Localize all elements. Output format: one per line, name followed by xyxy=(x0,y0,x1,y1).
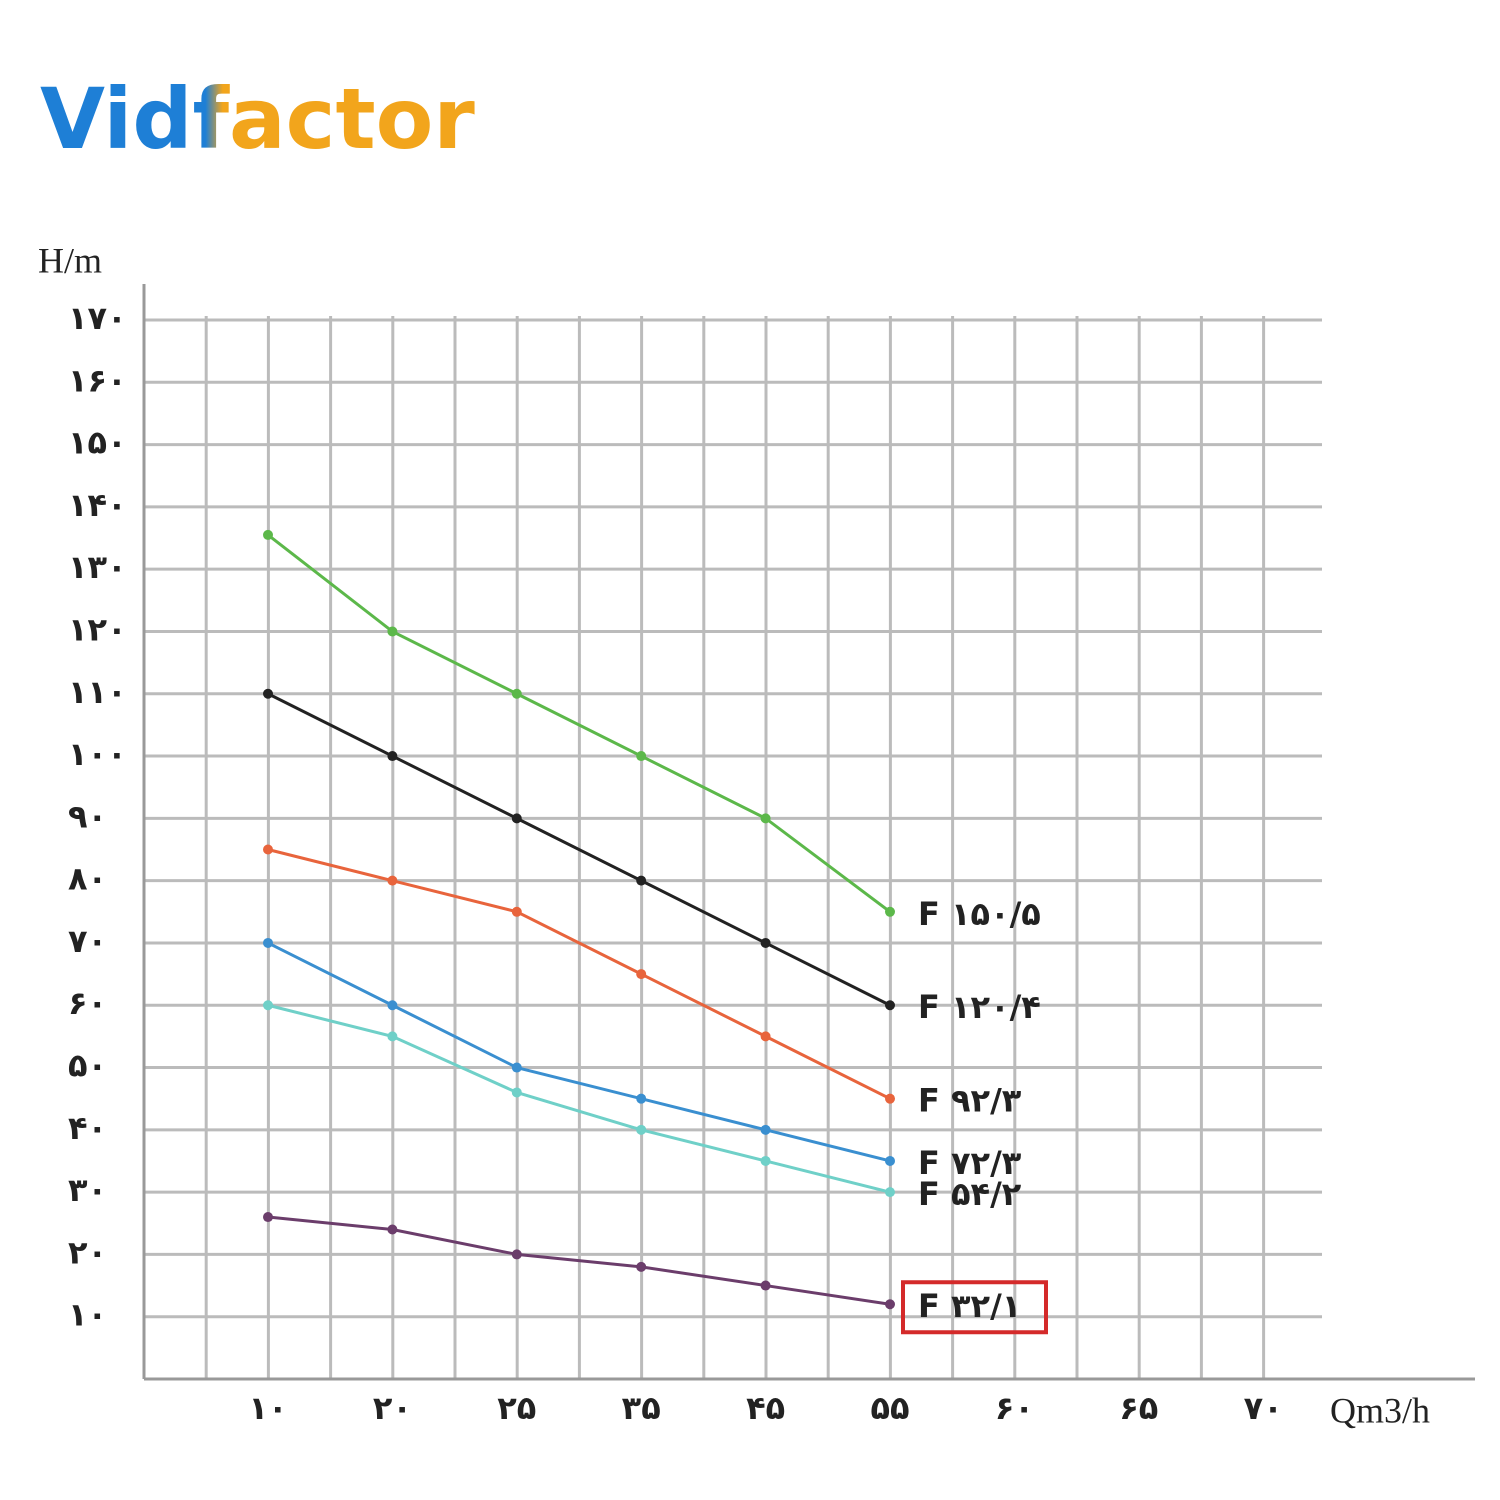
series-point xyxy=(885,906,895,917)
series-point xyxy=(511,1249,522,1260)
x-tick-label: ۵۵ xyxy=(870,1389,909,1427)
y-tick-label: ۲۰ xyxy=(68,1233,107,1271)
series-point xyxy=(760,1155,771,1166)
highlight-box xyxy=(901,1280,1048,1335)
x-tick-label: ۶۰ xyxy=(995,1389,1034,1427)
x-tick-label: ۷۰ xyxy=(1244,1389,1283,1427)
x-tick-label: ۳۵ xyxy=(622,1389,661,1427)
series-line xyxy=(267,533,891,913)
y-tick-label: ۴۰ xyxy=(68,1109,107,1147)
legend-label: F ۱۲۰/۴ xyxy=(918,988,1041,1026)
x-tick-label: ۲۵ xyxy=(497,1389,536,1427)
series-point xyxy=(636,751,647,762)
series-point xyxy=(760,1124,771,1135)
series-point xyxy=(387,1000,398,1011)
series-point xyxy=(387,875,398,886)
y-tick-label: ۱۰ xyxy=(68,1296,107,1334)
series-point xyxy=(263,1212,273,1223)
y-tick-label: ۹۰ xyxy=(68,797,107,835)
series-point xyxy=(263,1000,273,1011)
series-point xyxy=(636,969,647,980)
series-point xyxy=(263,529,273,540)
series-point xyxy=(387,626,398,637)
series-point xyxy=(511,688,522,699)
series-point xyxy=(636,1093,647,1104)
series-point xyxy=(885,1000,895,1011)
series-line xyxy=(267,941,891,1163)
y-tick-label: ۱۳۰ xyxy=(68,548,127,586)
series-point xyxy=(263,844,273,855)
legend-label: F ۱۵۰/۵ xyxy=(918,895,1041,933)
logo: Vidfactor xyxy=(40,70,475,168)
series-point xyxy=(760,813,771,824)
x-tick-label: ۱۰ xyxy=(248,1389,287,1427)
series-point xyxy=(387,1031,398,1042)
series-point xyxy=(885,1187,895,1198)
series-point xyxy=(263,937,273,948)
series-point xyxy=(636,1124,647,1135)
series-point xyxy=(511,813,522,824)
series-point xyxy=(760,937,771,948)
legend-label: F ۹۲/۳ xyxy=(918,1082,1022,1120)
x-tick-label: ۶۵ xyxy=(1119,1389,1158,1427)
series-point xyxy=(511,1087,522,1098)
series-line xyxy=(267,1215,891,1306)
y-tick-label: ۱۶۰ xyxy=(68,361,127,399)
series-point xyxy=(636,875,647,886)
series-point xyxy=(511,1062,522,1073)
series-point xyxy=(760,1280,771,1291)
series-point xyxy=(636,1261,647,1272)
y-axis-label: H/m xyxy=(38,240,102,280)
y-tick-label: ۳۰ xyxy=(68,1171,107,1209)
legend-label: F ۵۴/۲ xyxy=(918,1175,1022,1213)
series-point xyxy=(760,1031,771,1042)
y-tick-label: ۱۲۰ xyxy=(68,610,127,648)
y-tick-label: ۷۰ xyxy=(68,922,107,960)
series-line xyxy=(267,692,891,1007)
y-tick-label: ۱۱۰ xyxy=(68,673,127,711)
y-tick-label: ۸۰ xyxy=(68,860,107,898)
x-tick-label: ۲۰ xyxy=(373,1389,412,1427)
series-point xyxy=(885,1299,895,1310)
y-tick-label: ۶۰ xyxy=(68,984,107,1022)
legend-label: F ۳۲/۱ xyxy=(918,1287,1021,1325)
y-tick-label: ۱۵۰ xyxy=(68,424,127,462)
x-tick-label: ۴۵ xyxy=(746,1389,785,1427)
series-point xyxy=(263,688,273,699)
y-tick-label: ۵۰ xyxy=(68,1047,107,1085)
series-line xyxy=(267,1003,891,1194)
series-point xyxy=(511,906,522,917)
series-point xyxy=(387,1224,398,1235)
series-point xyxy=(885,1093,895,1104)
y-tick-label: ۱۴۰ xyxy=(68,486,127,524)
y-tick-label: ۱۰۰ xyxy=(68,735,127,773)
x-axis-label: Qm3/h xyxy=(1330,1390,1430,1430)
series-point xyxy=(387,751,398,762)
legend-label: F ۷۲/۳ xyxy=(918,1144,1022,1182)
series-point xyxy=(885,1155,895,1166)
series-line xyxy=(267,848,891,1101)
y-tick-label: ۱۷۰ xyxy=(68,299,127,337)
